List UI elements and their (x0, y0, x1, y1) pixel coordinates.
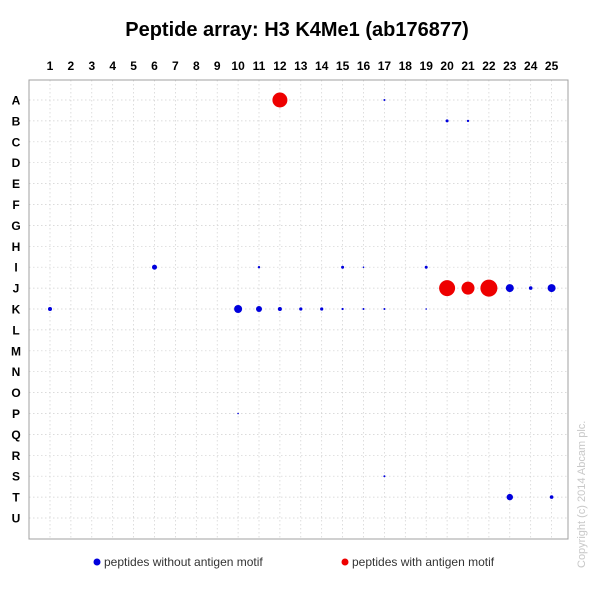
row-label-L: L (12, 323, 19, 337)
point-T25 (549, 495, 554, 499)
legend-marker-1 (93, 558, 101, 566)
chart-title: Peptide array: H3 K4Me1 (ab176877) (125, 19, 469, 41)
column-label-19: 19 (420, 59, 434, 73)
point-K11 (256, 306, 262, 312)
column-label-22: 22 (482, 59, 496, 73)
column-label-1: 1 (47, 59, 54, 73)
column-labels: 1 2 3 4 5 6 7 8 9 10 11 12 13 14 15 16 17 18 19 20 21 22 23 24 2… (47, 59, 559, 73)
column-label-12: 12 (273, 59, 287, 73)
column-label-23: 23 (503, 59, 517, 73)
point-K16 (362, 308, 365, 310)
point-K10 (234, 305, 243, 313)
row-label-I: I (14, 261, 17, 275)
row-label-N: N (12, 365, 21, 379)
legend: peptides without antigen motif peptides w… (93, 555, 495, 569)
column-label-10: 10 (231, 59, 245, 73)
row-label-E: E (12, 177, 20, 191)
column-label-6: 6 (151, 59, 158, 73)
column-label-16: 16 (357, 59, 371, 73)
point-A17 (383, 99, 386, 101)
point-I19 (424, 265, 428, 269)
column-label-7: 7 (172, 59, 179, 73)
row-label-P: P (12, 407, 20, 421)
column-label-17: 17 (378, 59, 392, 73)
row-label-D: D (12, 156, 21, 170)
row-label-M: M (11, 344, 21, 358)
row-label-T: T (12, 491, 20, 505)
point-K14 (320, 307, 324, 311)
column-label-13: 13 (294, 59, 308, 73)
row-label-B: B (12, 114, 21, 128)
column-label-25: 25 (545, 59, 559, 73)
data-points (48, 92, 556, 501)
row-label-K: K (12, 303, 21, 317)
column-label-3: 3 (88, 59, 95, 73)
row-label-F: F (12, 198, 19, 212)
point-J25 (547, 284, 556, 293)
column-label-20: 20 (440, 59, 454, 73)
point-T23 (506, 493, 513, 501)
row-label-H: H (12, 240, 21, 254)
row-label-C: C (12, 135, 21, 149)
row-label-J: J (13, 282, 20, 296)
point-J24 (528, 286, 533, 290)
point-I6 (152, 264, 157, 270)
column-label-18: 18 (399, 59, 413, 73)
row-label-A: A (12, 94, 21, 108)
point-K17 (383, 308, 386, 310)
column-label-9: 9 (214, 59, 221, 73)
row-label-R: R (12, 449, 21, 463)
point-A12 (272, 92, 288, 108)
column-label-8: 8 (193, 59, 200, 73)
point-J23 (505, 284, 514, 293)
point-K13 (299, 307, 303, 311)
column-label-21: 21 (461, 59, 475, 73)
point-J21 (461, 281, 475, 295)
column-label-11: 11 (253, 59, 266, 73)
column-label-24: 24 (524, 59, 538, 73)
row-label-Q: Q (11, 428, 20, 442)
point-K1 (48, 307, 52, 311)
legend-label-1: peptides without antigen motif (104, 555, 263, 569)
row-label-O: O (11, 386, 20, 400)
point-J22 (480, 279, 498, 297)
column-label-4: 4 (109, 59, 116, 73)
column-label-2: 2 (68, 59, 75, 73)
point-B21 (466, 119, 470, 123)
point-J20 (439, 280, 456, 297)
point-B20 (445, 119, 449, 123)
plot-border (28, 79, 569, 540)
point-I15 (341, 265, 345, 269)
point-I11 (257, 266, 261, 269)
legend-label-2: peptides with antigen motif (352, 555, 495, 569)
legend-marker-2 (341, 558, 349, 566)
point-P10 (237, 412, 239, 415)
point-K12 (277, 307, 282, 311)
point-K19 (425, 308, 428, 310)
point-K15 (341, 307, 344, 311)
row-label-G: G (11, 219, 20, 233)
point-I16 (362, 266, 365, 269)
point-S17 (383, 475, 386, 478)
plot-frame (28, 79, 569, 540)
column-label-14: 14 (315, 59, 329, 73)
row-label-U: U (12, 512, 21, 526)
column-label-15: 15 (336, 59, 350, 73)
row-label-S: S (12, 470, 20, 484)
copyright-text: Copyright (c) 2014 Abcam plc. (576, 421, 588, 568)
column-label-5: 5 (130, 59, 137, 73)
grid-lines (29, 80, 568, 539)
